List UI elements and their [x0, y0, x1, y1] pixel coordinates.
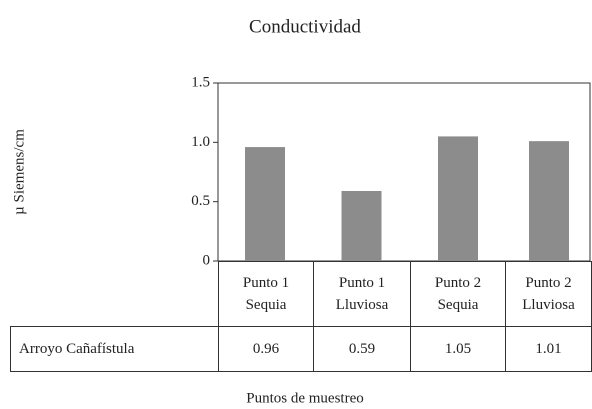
y-axis-label: µ Siemens/cm — [11, 129, 27, 215]
data-table: Punto 1 Sequia Punto 1 Lluviosa Punto 2 Se… — [10, 261, 592, 372]
y-tick-label: 1.0 — [191, 134, 210, 150]
x-axis-label: Puntos de muestreo — [246, 390, 364, 406]
chart-title: Conductividad — [249, 16, 361, 37]
bar — [245, 147, 285, 261]
category-label: Punto 1 Lluviosa — [313, 261, 411, 327]
value-cell: 0.96 — [218, 326, 314, 372]
header-row: Punto 1 Sequia Punto 1 Lluviosa Punto 2 Se… — [10, 261, 592, 327]
category-label: Punto 2 Sequia — [410, 261, 506, 327]
data-row: Arroyo Cañafístula 0.96 0.59 1.05 1.01 — [10, 326, 592, 372]
y-tick-label: 1.5 — [191, 74, 210, 90]
bar — [438, 136, 478, 261]
value-cell: 1.05 — [410, 326, 506, 372]
category-label: Punto 1 Sequia — [218, 261, 314, 327]
bar — [341, 190, 382, 261]
series-name: Arroyo Cañafístula — [10, 326, 219, 372]
y-tick-label: 0.5 — [191, 193, 210, 209]
y-tick-label: 0 — [203, 252, 211, 268]
bar — [529, 141, 569, 261]
value-cell: 1.01 — [505, 326, 592, 372]
category-label: Punto 2 Lluviosa — [505, 261, 592, 327]
empty-cell — [10, 261, 219, 327]
value-cell: 0.59 — [313, 326, 411, 372]
